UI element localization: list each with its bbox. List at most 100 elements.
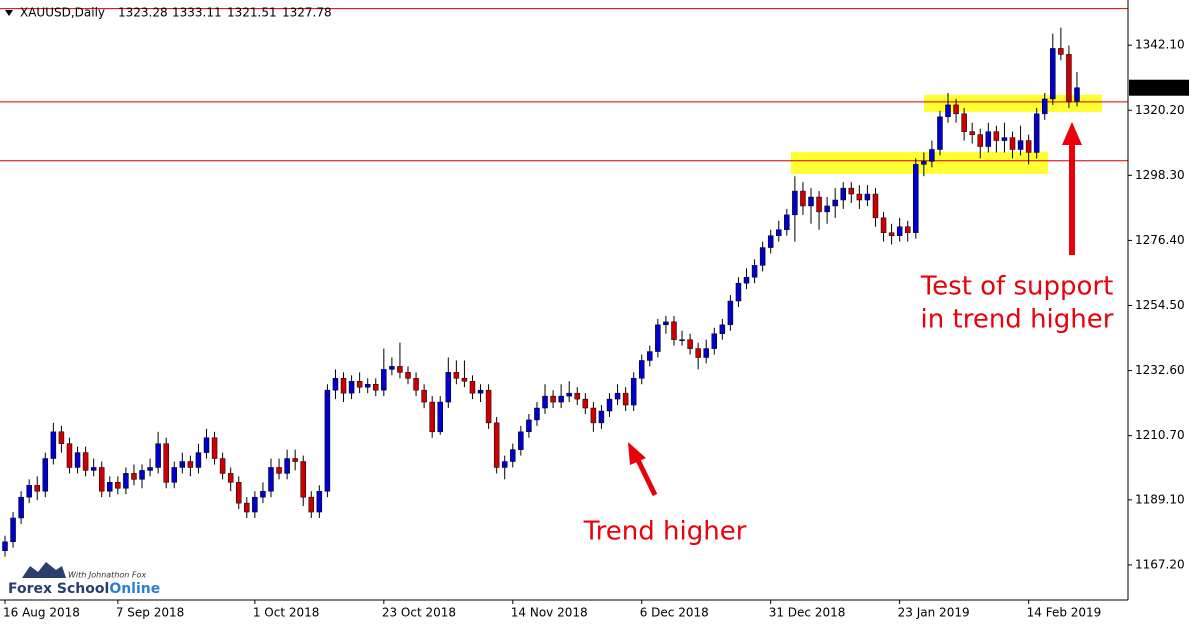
- candle-body: [1033, 113, 1040, 153]
- candle-body: [244, 502, 250, 513]
- arrow: [1062, 122, 1082, 255]
- candle-body: [268, 467, 274, 492]
- candle-body: [590, 407, 597, 424]
- candle-body: [969, 131, 975, 135]
- price-tag: [1129, 79, 1189, 96]
- candle-body: [743, 277, 750, 284]
- candle-body: [703, 348, 709, 358]
- candle-body: [985, 131, 992, 147]
- candle-body: [824, 205, 830, 213]
- candle-body: [155, 443, 161, 468]
- candle-body: [227, 473, 234, 483]
- candle-body: [356, 381, 363, 388]
- candle-body: [469, 381, 476, 394]
- candle-body: [195, 452, 202, 468]
- header-high: 1333.11: [172, 6, 222, 20]
- candle-body: [123, 473, 129, 489]
- candle-body: [832, 199, 838, 207]
- candle-body: [292, 458, 298, 462]
- candle-body: [1058, 48, 1064, 55]
- candle-body: [913, 164, 919, 233]
- candle-body: [397, 366, 403, 373]
- candle-body: [300, 461, 306, 498]
- candle-body: [550, 395, 556, 403]
- annotation: in trend higher: [921, 305, 1114, 335]
- y-tick-label: 1254.50: [1135, 298, 1185, 312]
- candle-body: [485, 389, 492, 424]
- candle-body: [776, 229, 782, 236]
- symbol: XAUUSD,Daily: [20, 6, 105, 20]
- candle-body: [663, 321, 669, 326]
- y-tick-label: 1232.60: [1135, 363, 1185, 377]
- candle-body: [276, 467, 282, 474]
- candle-body: [131, 473, 137, 480]
- candle-body: [864, 193, 871, 201]
- candle-body: [872, 193, 879, 219]
- candle-body: [945, 104, 951, 118]
- candle-body: [82, 452, 89, 471]
- candle-body: [671, 321, 677, 340]
- candle-body: [534, 407, 540, 421]
- candle-body: [582, 398, 589, 409]
- candle-body: [147, 467, 153, 471]
- candle-body: [622, 392, 629, 406]
- logo: With Johnathon Fox Forex SchoolOnline: [8, 562, 160, 597]
- candle-body: [316, 490, 323, 513]
- candle-body: [260, 490, 266, 498]
- candle-body: [1041, 98, 1048, 115]
- candle-body: [510, 449, 516, 462]
- candle-body: [647, 351, 653, 361]
- candle-body: [235, 482, 242, 504]
- candle-body: [816, 196, 822, 213]
- y-tick-label: 1276.40: [1135, 233, 1185, 247]
- candle-body: [26, 485, 32, 498]
- candle-body: [574, 392, 581, 400]
- candle-body: [413, 378, 419, 391]
- candle-body: [501, 461, 508, 468]
- candle-body: [937, 116, 943, 150]
- candle-body: [324, 389, 331, 492]
- candle-body: [171, 467, 178, 483]
- x-tick-label: 16 Aug 2018: [3, 606, 80, 620]
- candle-body: [679, 339, 685, 341]
- candle-body: [961, 113, 967, 132]
- candle-body: [18, 496, 24, 519]
- candle-body: [598, 410, 605, 424]
- x-tick-label: 23 Jan 2019: [898, 606, 970, 620]
- x-tick-label: 7 Sep 2018: [116, 606, 184, 620]
- candle-body: [66, 443, 73, 468]
- candle-body: [348, 381, 355, 394]
- candle-body: [252, 496, 258, 513]
- candle-body: [98, 467, 105, 492]
- y-tick-label: 1320.20: [1135, 103, 1185, 117]
- candle-body: [389, 366, 395, 370]
- candle-body: [856, 193, 863, 201]
- candle-body: [107, 482, 113, 492]
- candle-body: [630, 378, 637, 406]
- header-low: 1321.51: [227, 6, 277, 20]
- candle-body: [1001, 137, 1008, 141]
- candle-body: [211, 437, 218, 459]
- candle-body: [896, 226, 903, 236]
- candle-body: [58, 431, 65, 444]
- candle-body: [695, 348, 701, 358]
- candle-body: [904, 226, 911, 233]
- candle-body: [340, 378, 347, 394]
- candle-body: [90, 467, 97, 471]
- header-marker: [5, 10, 13, 16]
- candle-body: [284, 458, 290, 474]
- candle-body: [888, 232, 895, 236]
- candle-body: [10, 517, 16, 543]
- candle-body: [751, 265, 758, 278]
- x-tick-label: 14 Nov 2018: [511, 606, 588, 620]
- candle-body: [74, 452, 81, 468]
- candle-body: [461, 378, 468, 382]
- candle-body: [719, 324, 726, 334]
- y-tick-label: 1342.10: [1135, 38, 1185, 52]
- candle-body: [518, 431, 524, 450]
- y-tick-label: 1298.30: [1135, 168, 1185, 182]
- candle-body: [381, 369, 387, 391]
- candle-body: [977, 134, 984, 147]
- candle-body: [437, 401, 443, 433]
- candle-body: [526, 419, 532, 433]
